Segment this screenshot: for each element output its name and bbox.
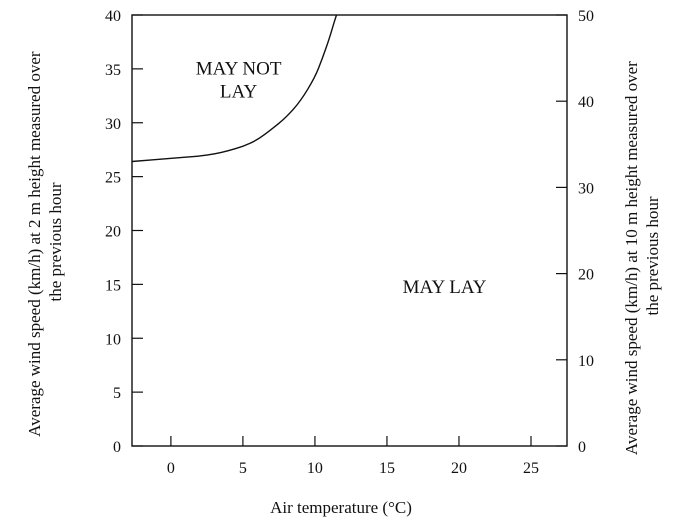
y-left-tick-label: 5 — [113, 385, 121, 402]
y-left-tick-label: 40 — [105, 8, 121, 25]
y-left-tick-label: 35 — [105, 62, 121, 79]
x-tick-label: 20 — [451, 460, 467, 477]
region-annotations: MAY NOT LAY MAY LAY — [196, 58, 487, 298]
may-lay-label: MAY LAY — [403, 277, 487, 298]
y-right-tick-label: 0 — [578, 439, 586, 456]
y-left-tick-label: 15 — [105, 277, 121, 294]
y-right-tick-label: 50 — [578, 8, 594, 25]
left-y-axis-label: Average wind speed (km/h) at 2 m height … — [25, 47, 65, 437]
x-tick-label: 15 — [379, 460, 395, 477]
x-tick-label: 0 — [167, 460, 175, 477]
x-tick-label: 25 — [523, 460, 539, 477]
x-tick-label: 10 — [307, 460, 323, 477]
x-axis-ticks: 0 5 10 15 20 25 — [167, 436, 539, 477]
right-y-axis-label: Average wind speed (km/h) at 10 m height… — [622, 57, 662, 455]
y-right-tick-label: 10 — [578, 353, 594, 370]
may-not-lay-label: MAY NOT LAY — [196, 58, 282, 102]
y-left-tick-label: 25 — [105, 170, 121, 187]
x-axis-label: Air temperature (°C) — [270, 498, 412, 517]
left-y-axis-ticks: 0 5 10 15 20 25 30 35 40 — [105, 8, 143, 456]
plot-frame — [131, 14, 568, 447]
y-right-tick-label: 20 — [578, 267, 594, 284]
right-y-axis-ticks: 0 10 20 30 40 50 — [556, 8, 594, 456]
y-left-tick-label: 10 — [105, 331, 121, 348]
y-right-tick-label: 40 — [578, 94, 594, 111]
y-left-tick-label: 0 — [113, 439, 121, 456]
y-left-tick-label: 30 — [105, 116, 121, 133]
y-left-tick-label: 20 — [105, 224, 121, 241]
y-right-tick-label: 30 — [578, 180, 594, 197]
x-tick-label: 5 — [239, 460, 247, 477]
lay-boundary-curve — [131, 14, 338, 163]
